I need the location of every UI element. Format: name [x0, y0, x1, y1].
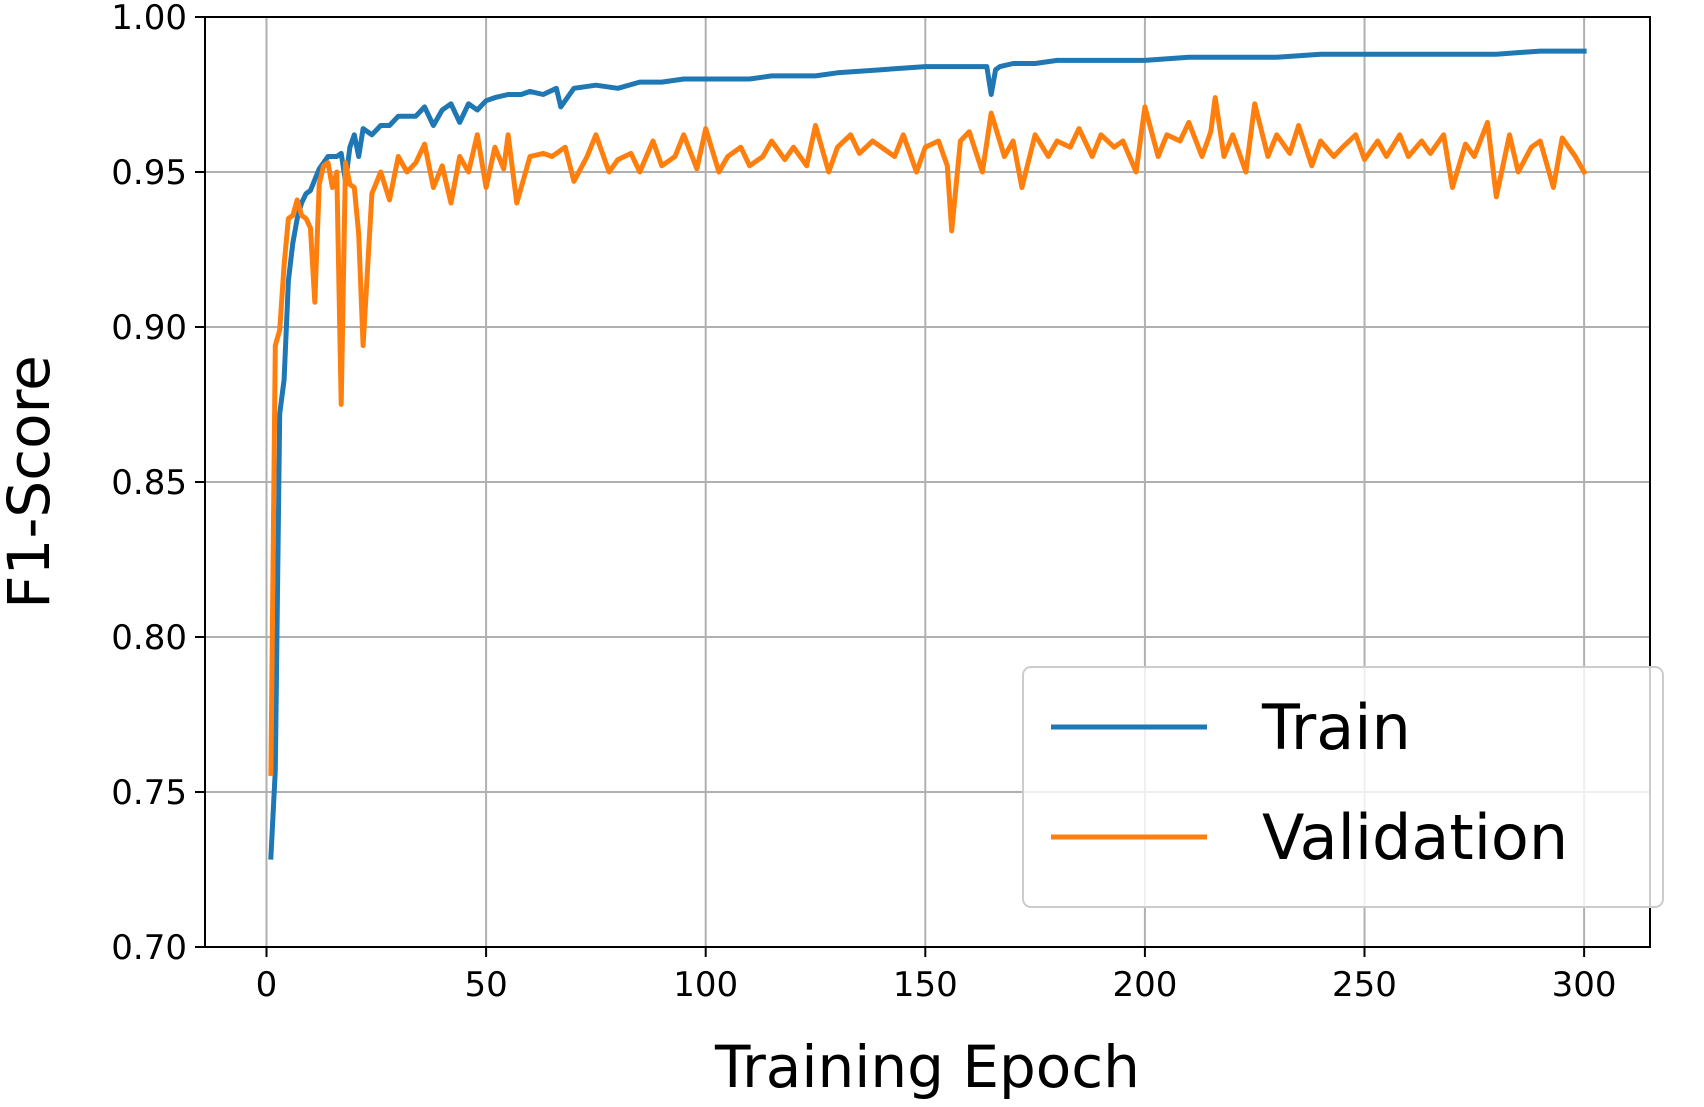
y-tick-label: 0.95: [111, 153, 187, 193]
y-axis-title: F1-Score: [0, 355, 63, 609]
x-tick-label: 150: [893, 965, 958, 1005]
x-tick-label: 250: [1332, 965, 1397, 1005]
x-tick-label: 50: [464, 965, 507, 1005]
y-tick-label: 1.00: [111, 0, 187, 38]
legend: Train Validation: [1022, 666, 1664, 908]
x-tick-label: 100: [673, 965, 738, 1005]
legend-label-train: Train: [1261, 691, 1411, 764]
x-tick-label: 300: [1552, 965, 1617, 1005]
x-tick-label: 0: [256, 965, 278, 1005]
axis-ticks: 0 50 100 150 200 250 300 0.70 0.75 0.80 0.85 0.90 0.…: [111, 0, 1616, 1005]
series-line-train: [268, 48, 1587, 860]
x-tick-label: 200: [1112, 965, 1177, 1005]
y-tick-label: 0.90: [111, 308, 187, 348]
y-tick-label: 0.75: [111, 773, 187, 813]
y-tick-label: 0.85: [111, 463, 187, 503]
series-lines: [268, 48, 1588, 860]
legend-label-validation: Validation: [1262, 801, 1568, 874]
series-line-validation: [268, 95, 1588, 776]
y-tick-label: 0.70: [111, 928, 187, 968]
y-tick-label: 0.80: [111, 618, 187, 658]
x-axis-title: Training Epoch: [714, 1033, 1140, 1101]
